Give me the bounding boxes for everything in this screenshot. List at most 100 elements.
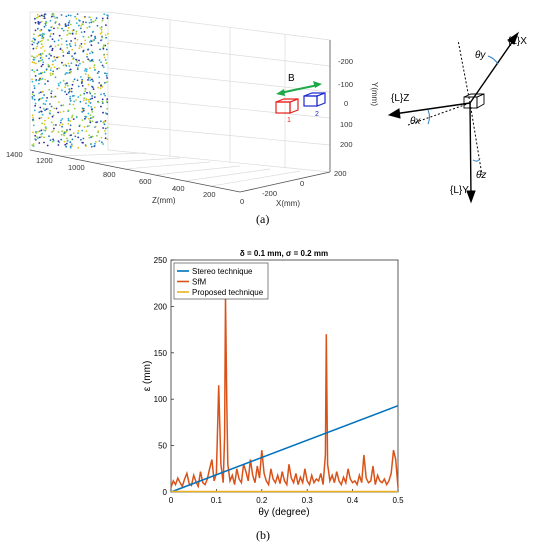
cloud-point	[78, 47, 81, 49]
cloud-point	[53, 127, 55, 130]
cloud-point	[98, 82, 101, 84]
cloud-point	[42, 61, 45, 64]
cloud-point	[82, 137, 85, 140]
cloud-point	[84, 88, 87, 90]
cloud-point	[33, 41, 35, 44]
cloud-point	[67, 117, 70, 120]
cloud-point	[49, 103, 51, 105]
cloud-point	[94, 142, 96, 145]
cloud-point	[102, 111, 104, 114]
cloud-point	[75, 17, 78, 20]
axis-z-label: {L}Z	[391, 93, 409, 104]
cloud-point	[102, 66, 105, 68]
cloud-point	[61, 130, 63, 133]
cloud-point	[36, 13, 39, 16]
cloud-point	[47, 39, 49, 41]
cloud-point	[69, 42, 71, 45]
cloud-point	[74, 44, 77, 47]
cloud-point	[74, 42, 77, 44]
cloud-point	[45, 127, 47, 130]
cloud-point	[39, 72, 42, 75]
cloud-point	[37, 137, 39, 140]
cloud-point	[106, 107, 109, 110]
cloud-point	[90, 106, 93, 108]
series-line-stereo-technique	[170, 404, 399, 493]
x-tick-label: 0	[169, 496, 174, 505]
cloud-point	[63, 134, 65, 137]
cloud-point	[101, 98, 104, 101]
cloud-point	[40, 110, 43, 113]
cloud-point	[38, 117, 41, 120]
y-tick: 0	[344, 99, 348, 108]
cloud-point	[34, 102, 37, 105]
cloud-point	[50, 96, 53, 98]
cloud-point	[68, 65, 71, 67]
cloud-point	[89, 98, 92, 100]
cloud-point	[40, 97, 42, 100]
cloud-point	[93, 66, 96, 69]
cloud-point	[66, 52, 69, 54]
cloud-point	[81, 129, 84, 132]
cloud-point	[35, 62, 37, 65]
cloud-point	[70, 40, 72, 42]
x-tick-label: 0.2	[256, 496, 268, 505]
x-tick-label: 0.3	[302, 496, 314, 505]
cloud-point	[101, 19, 104, 22]
cloud-point	[104, 130, 106, 132]
cloud-point	[100, 136, 103, 139]
cloud-point	[45, 55, 48, 57]
cloud-point	[67, 123, 70, 125]
cloud-point	[69, 14, 72, 17]
point-cloud	[31, 13, 109, 149]
cloud-point	[80, 138, 82, 141]
cloud-point	[76, 38, 79, 41]
y-tick: -100	[338, 80, 353, 89]
cloud-point	[92, 30, 95, 33]
cloud-point	[43, 141, 45, 144]
cloud-point	[93, 64, 96, 67]
cloud-point	[51, 25, 53, 28]
cloud-point	[35, 17, 38, 19]
cloud-point	[50, 92, 53, 95]
cloud-point	[104, 82, 106, 84]
cloud-point	[36, 27, 39, 30]
cloud-point	[64, 143, 67, 146]
cloud-point	[31, 55, 33, 58]
cloud-point	[65, 142, 68, 145]
legend-label: Proposed technique	[192, 288, 264, 297]
cloud-point	[83, 31, 86, 33]
figure-a: 1400 1200 1000 800 600 400 200 0 -200 0 …	[6, 11, 527, 208]
cloud-point	[60, 43, 63, 46]
cloud-point	[81, 119, 84, 121]
angle-y-label: θy	[475, 50, 486, 61]
cloud-point	[90, 143, 92, 146]
cloud-point	[67, 109, 70, 112]
legend-label: Stereo technique	[192, 267, 253, 276]
cloud-point	[48, 53, 51, 56]
cloud-point	[92, 80, 94, 83]
cloud-point	[91, 97, 94, 100]
cloud-point	[100, 93, 102, 96]
cloud-point	[106, 77, 108, 79]
cloud-point	[32, 116, 35, 119]
cloud-point	[36, 42, 39, 45]
cloud-point	[56, 87, 59, 90]
cloud-point	[96, 121, 99, 123]
cloud-point	[80, 25, 83, 27]
z-tick: 1400	[6, 150, 23, 159]
z-tick: 600	[139, 177, 152, 186]
cloud-point	[42, 37, 45, 40]
cloud-point	[88, 59, 91, 62]
cloud-point	[68, 52, 70, 55]
cloud-point	[80, 31, 83, 34]
cloud-point	[72, 132, 75, 135]
cloud-point	[84, 39, 87, 42]
y-tick-label: 0	[163, 488, 168, 497]
cloud-point	[75, 99, 77, 101]
cloud-point	[52, 138, 54, 141]
cloud-point	[84, 90, 86, 92]
cloud-point	[78, 59, 80, 62]
cloud-point	[41, 33, 43, 36]
cloud-point	[41, 90, 44, 93]
cloud-point	[91, 95, 93, 97]
